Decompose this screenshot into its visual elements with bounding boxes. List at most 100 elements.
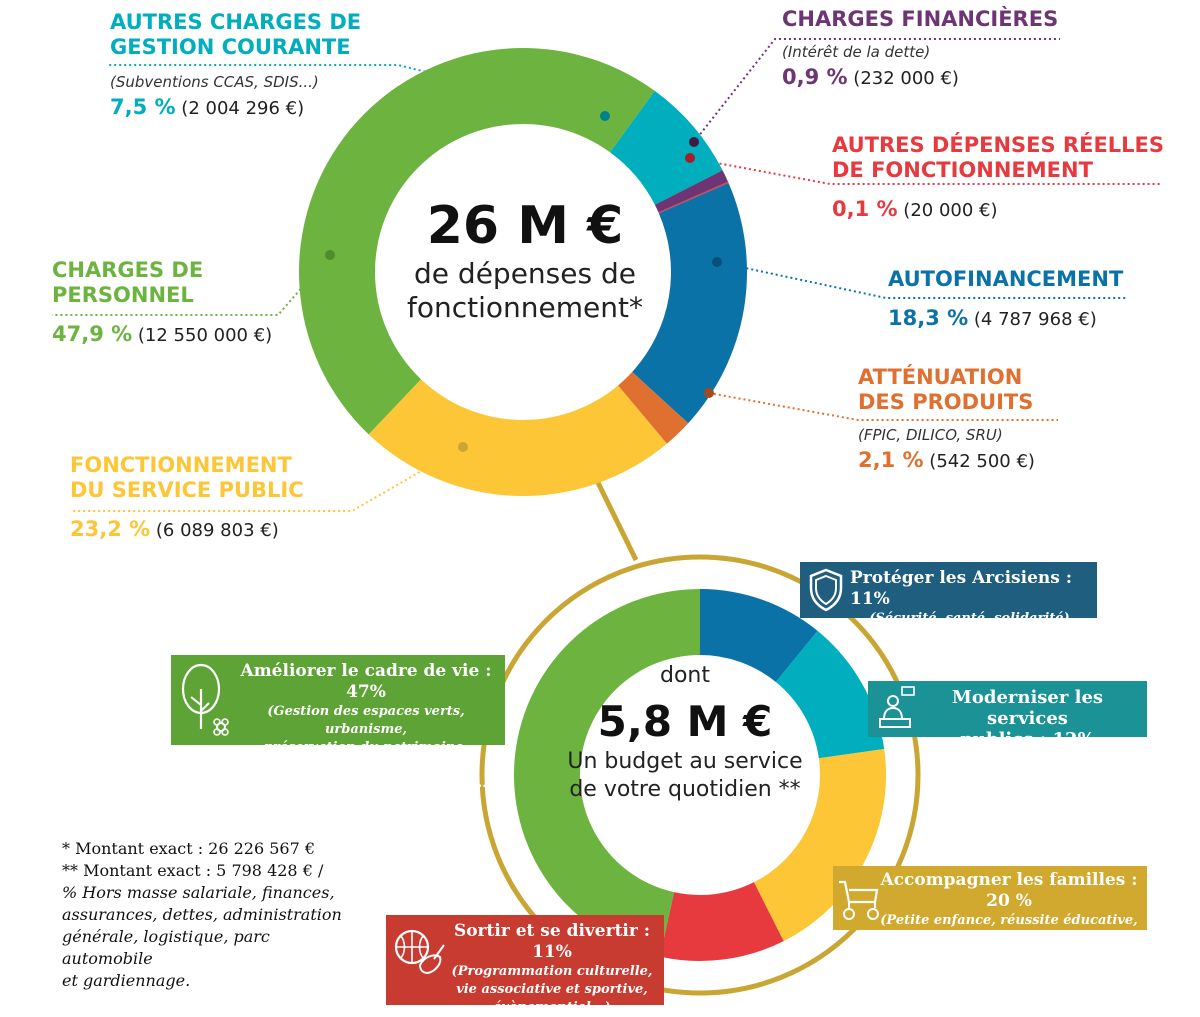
label-autofinancement-title: AUTOFINANCEMENT [888,267,1124,291]
box-ameliorer: Améliorer le cadre de vie : 47% (Gestion… [171,655,505,791]
box-proteger: Protéger les Arcisiens : 11% (Sécurité, … [800,562,1097,626]
label-service-public: FONCTIONNEMENT DU SERVICE PUBLIC 23,2 % … [70,453,340,543]
dot-charges-financieres [689,137,699,147]
label-autres-depenses-title2: DE FONCTIONNEMENT [832,158,1093,182]
inner-slice-proteger-les-arcisiens [700,589,818,683]
label-autres-charges-title1: AUTRES CHARGES DE [110,10,362,34]
box-sortir-title: Sortir et se divertir : 11% [453,921,651,962]
inner-subtitle-line2: de votre quotidien ** [569,777,801,802]
footnote-line2: ** Montant exact : 5 798 428 € / [62,861,324,880]
ball-guitar-icon [394,929,445,975]
tree-icon [181,663,229,736]
main-subtitle-line1: de dépenses de [414,257,636,290]
box-moderniser-title1: Moderniser les services [951,687,1104,729]
main-donut-center: 26 M € de dépenses de fonctionnement* [380,195,670,325]
dot-autres-depenses [685,153,695,163]
label-autres-depenses-title1: AUTRES DÉPENSES RÉELLES [832,133,1165,157]
main-donut [299,48,748,497]
box-accompagner-sub1: (Petite enfance, réussite éducative, [880,913,1138,928]
dot-autofinancement [712,257,722,267]
main-slice-charges-financieres [654,170,729,213]
label-service-public-pct: 23,2 % [70,517,151,541]
label-attenuation-amount: (542 500 €) [929,451,1035,472]
label-autres-depenses: AUTRES DÉPENSES RÉELLES DE FONCTIONNEMEN… [832,133,1172,223]
main-subtitle-line2: fonctionnement* [407,291,643,324]
label-attenuation-title2: DES PRODUITS [858,390,1034,414]
inner-slice-moderniser-les-services-publics [775,630,885,759]
label-service-public-title1: FONCTIONNEMENT [70,453,292,477]
main-slice-autres-charges-de-gestion-courante [609,90,723,205]
label-autres-charges-sub: (Subventions CCAS, SDIS...) [110,73,319,91]
dot-service-public [458,442,468,452]
label-attenuation-title1: ATTÉNUATION [858,365,1023,389]
footnote-line4: assurances, dettes, administration [62,905,342,924]
leader-dots [325,111,722,452]
footnote-line5: générale, logistique, parc automobile [62,927,270,968]
box-ameliorer-sub3: des équipements...) [350,776,493,791]
box-accompagner-title: Accompagner les familles : 20 % [880,870,1138,911]
box-moderniser: Moderniser les services publics : 12% [868,681,1147,750]
leader-service-public [70,446,464,512]
label-attenuation: ATTÉNUATION DES PRODUITS (FPIC, DILICO, … [858,365,1098,474]
box-sortir-sub1: (Programmation culturelle, [451,964,653,979]
main-slice-fonctionnement-du-service-public [368,379,667,497]
box-sortir-sub2: vie associative et sportive, [456,982,648,997]
inner-dont-label: dont [660,663,710,688]
box-ameliorer-sub1: (Gestion des espaces verts, urbanisme, [267,704,465,737]
dot-attenuation [704,388,714,398]
inner-slice-accompagner-les-familles [753,749,886,942]
label-autofinancement-pct: 18,3 % [888,306,969,330]
inner-donut [513,589,886,962]
label-charges-financieres: CHARGES FINANCIÈRES (Intérêt de la dette… [782,7,1102,91]
inner-donut-center: dont 5,8 M € Un budget au service de vot… [545,662,825,804]
box-ameliorer-sub2: préservation du patrimoine, rénovation [263,740,469,773]
leader-attenuation [708,392,1058,421]
dot-autres-charges [600,111,610,121]
label-attenuation-pct: 2,1 % [858,448,924,472]
gold-ring [479,554,921,996]
main-slice-autres-depenses-reelles-de-fonctionnement [658,181,729,214]
footnotes: * Montant exact : 26 226 567 € ** Montan… [62,838,362,992]
label-charges-financieres-amount: (232 000 €) [853,68,959,89]
label-charges-financieres-title: CHARGES FINANCIÈRES [782,7,1059,31]
main-total-value: 26 M € [426,196,624,256]
inner-subtitle-line1: Un budget au service [567,749,803,774]
leader-charges-financieres [693,38,1060,143]
label-autres-charges: AUTRES CHARGES DE GESTION COURANTE (Subv… [110,10,410,121]
box-proteger-sub: (Sécurité, santé, solidarité) [869,611,1070,626]
main-slice-attenuation-des-produits [618,371,689,444]
box-ameliorer-title: Améliorer le cadre de vie : 47% [240,661,492,702]
label-charges-financieres-sub: (Intérêt de la dette) [782,43,931,61]
label-autres-charges-pct: 7,5 % [110,95,176,119]
box-accompagner-sub2: école numérique, jeunesse...) [902,931,1116,946]
box-sortir: Sortir et se divertir : 11% (Programmati… [386,915,664,1015]
service-desk-icon [879,686,915,728]
label-autres-charges-title2: GESTION COURANTE [110,35,351,59]
label-autofinancement: AUTOFINANCEMENT 18,3 % (4 787 968 €) [888,267,1168,332]
label-autofinancement-amount: (4 787 968 €) [973,309,1097,330]
main-slice-autofinancement [632,183,748,424]
inner-slice-sortir-et-se-divertir [659,882,784,962]
inner-total-value: 5,8 M € [597,697,773,746]
inner-slice-ameliorer-le-cadre-de-vie [513,589,700,957]
footnote-line6: et gardiennage. [62,971,191,990]
dot-personnel [325,250,335,260]
label-service-public-amount: (6 089 803 €) [155,520,279,541]
label-autres-depenses-pct: 0,1 % [832,197,898,221]
label-attenuation-sub: (FPIC, DILICO, SRU) [858,426,1003,444]
label-personnel-amount: (12 550 000 €) [137,325,273,346]
label-autres-charges-amount: (2 004 296 €) [181,98,305,119]
main-slice-charges-de-personnel [299,48,655,435]
footnote-line3: % Hors masse salariale, finances, [62,883,335,902]
box-sortir-sub3: évènementiel...) [493,1000,611,1015]
box-moderniser-title2: publics : 12% [960,729,1095,750]
label-personnel-title1: CHARGES DE [52,258,204,282]
footnote-line1: * Montant exact : 26 226 567 € [62,839,316,858]
label-personnel: CHARGES DE PERSONNEL 47,9 % (12 550 000 … [52,258,312,348]
shield-icon [809,568,843,612]
box-proteger-title: Protéger les Arcisiens : 11% [850,568,1073,609]
label-personnel-pct: 47,9 % [52,322,133,346]
label-autres-depenses-amount: (20 000 €) [903,200,998,221]
label-personnel-title2: PERSONNEL [52,283,194,307]
